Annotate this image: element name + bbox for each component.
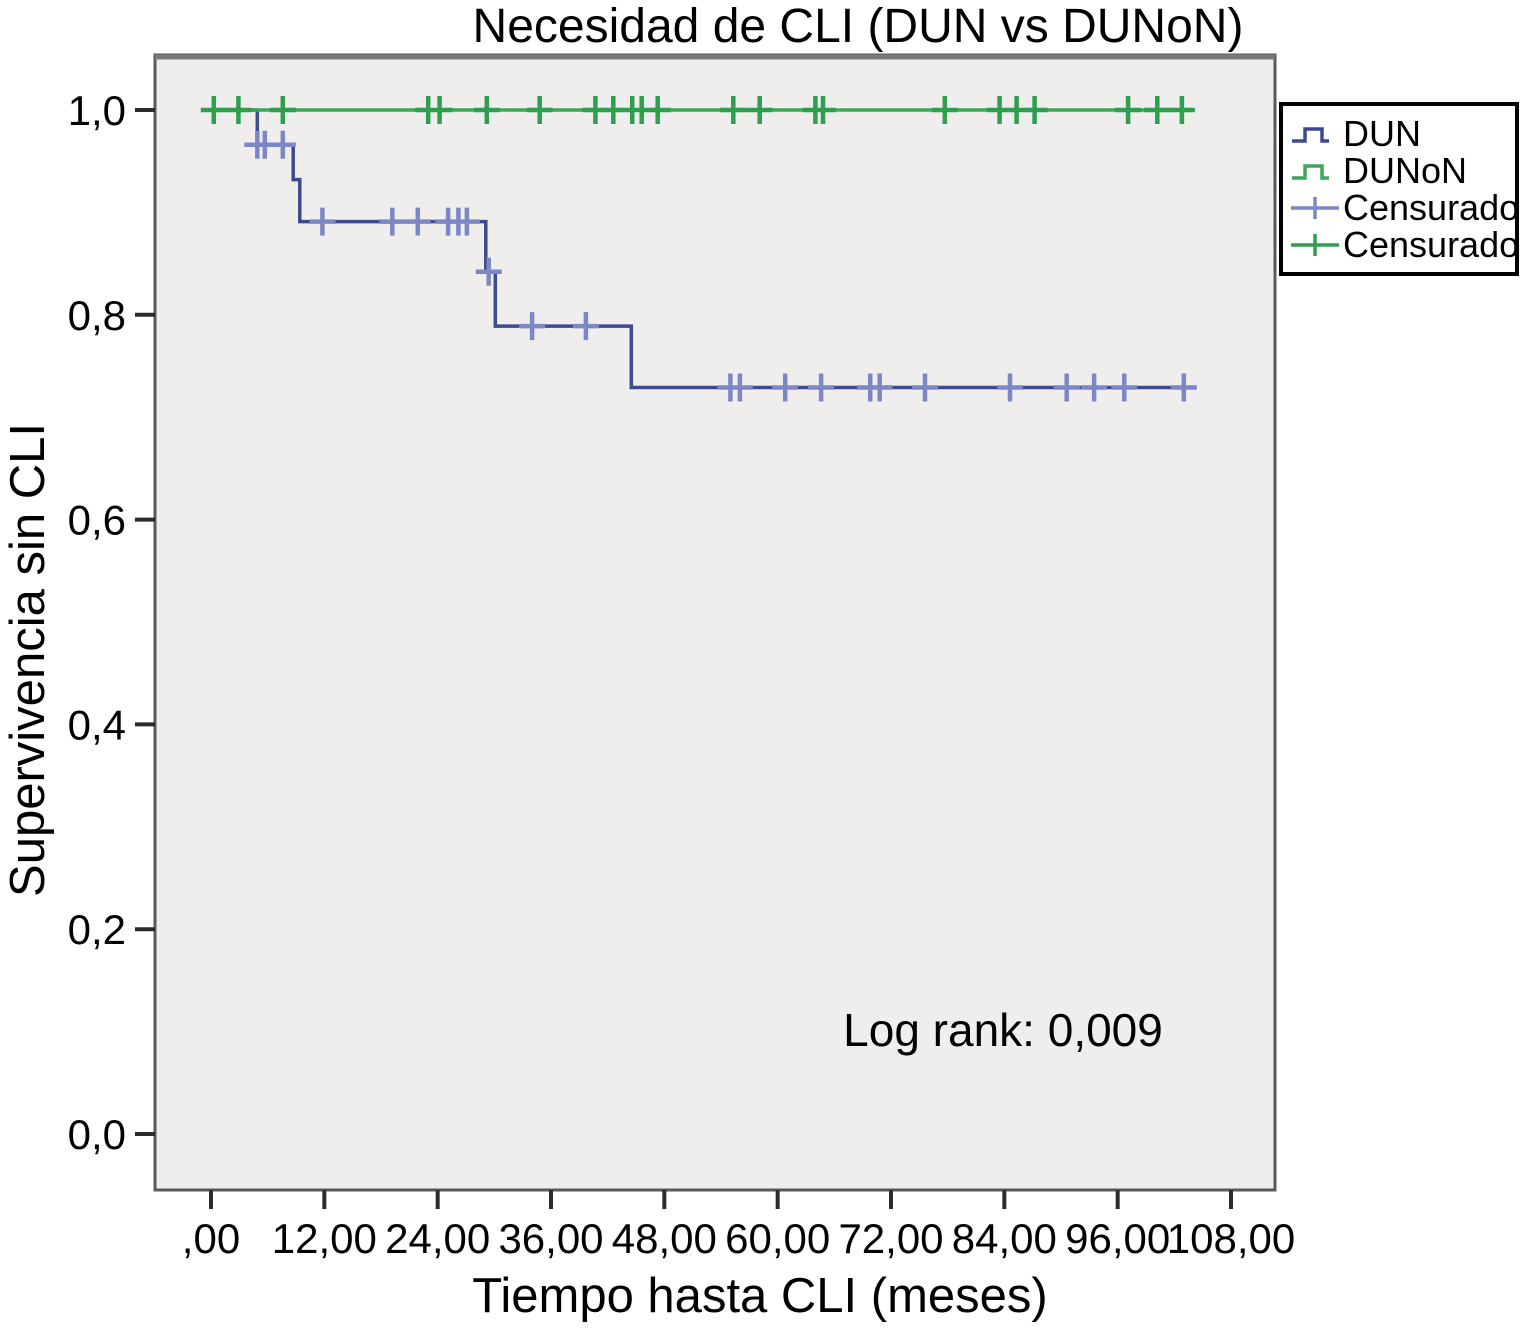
x-axis-title: Tiempo hasta CLI (meses) — [472, 1269, 1048, 1323]
x-axis-ticks: ,00 12,00 24,00 36,00 48,00 60,00 72,00 84,00 96… — [182, 1190, 1295, 1262]
censored-dunon-plus-icon — [1291, 233, 1339, 256]
x-tick-label: ,00 — [182, 1215, 240, 1262]
series-layer — [200, 96, 1197, 402]
y-axis-title: Supervivencia sin CLI — [1, 423, 55, 897]
censor-marks-dunon — [200, 96, 1195, 124]
chart-title: Necesidad de CLI (DUN vs DUNoN) — [473, 0, 1244, 53]
y-tick-label: 0,6 — [68, 497, 126, 544]
y-tick-label: 1,0 — [68, 87, 126, 134]
y-tick-label: 0,4 — [68, 701, 126, 748]
y-tick-label: 0,0 — [68, 1111, 126, 1158]
x-tick-label: 48,00 — [612, 1215, 717, 1262]
log-rank-annotation: Log rank: 0,009 — [843, 1004, 1163, 1056]
legend-item-censored-dunon: Censurado — [1289, 226, 1519, 263]
y-tick-label: 0,8 — [68, 292, 126, 339]
plot-area — [153, 53, 1277, 1192]
censored-dun-plus-icon — [1291, 196, 1339, 219]
legend: DUN DUNoN Censurado Censurado — [1279, 102, 1519, 276]
dunon-step-line-icon — [1292, 163, 1329, 180]
censor-marks-dun — [244, 130, 1197, 402]
x-tick-label: 84,00 — [952, 1215, 1057, 1262]
y-axis-ticks: 0,0 0,2 0,4 0,6 0,8 1,0 — [68, 87, 155, 1158]
x-tick-label: 96,00 — [1065, 1215, 1170, 1262]
x-tick-label: 60,00 — [725, 1215, 830, 1262]
x-tick-label: 24,00 — [385, 1215, 490, 1262]
dun-step-line-icon — [1292, 126, 1329, 143]
legend-label-dunon: DUNoN — [1343, 149, 1468, 191]
x-tick-label: 72,00 — [838, 1215, 943, 1262]
legend-item-censored-dun: Censurado — [1289, 189, 1519, 226]
y-tick-label: 0,2 — [68, 906, 126, 953]
legend-label-censored-dunon: Censurado — [1343, 223, 1520, 265]
x-tick-label: 12,00 — [272, 1215, 377, 1262]
x-tick-label: 36,00 — [498, 1215, 603, 1262]
legend-item-dun: DUN — [1289, 115, 1515, 152]
x-tick-label: 108,00 — [1167, 1215, 1295, 1262]
legend-item-dunon: DUNoN — [1289, 152, 1515, 189]
legend-label-censored-dun: Censurado — [1343, 186, 1520, 228]
legend-label-dun: DUN — [1343, 112, 1421, 154]
